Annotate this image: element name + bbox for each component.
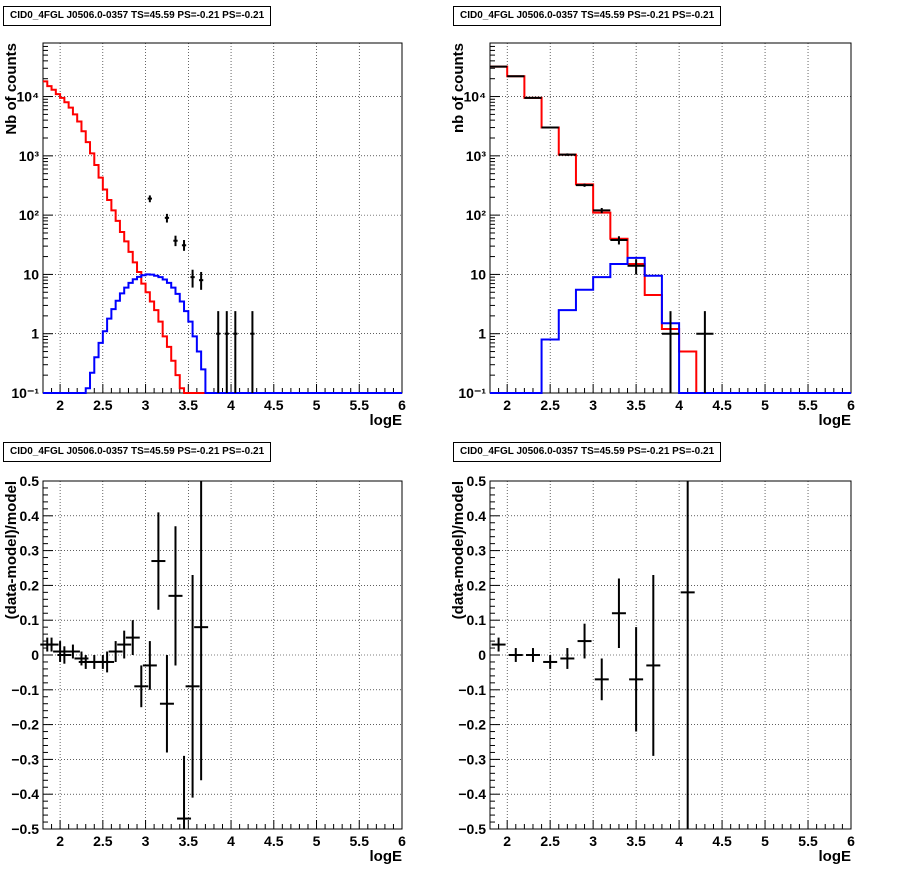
chart-1-x-tick-label: 4.5 [264,397,284,413]
chart-2-x-tick-label: 2.5 [540,397,560,413]
chart-2-x-axis-label: logE [819,412,852,429]
chart-3-y-tick-label: 0.4 [20,508,40,524]
chart-3-x-tick-label: 2.5 [93,833,113,849]
chart-1-series-2-line [43,273,402,394]
chart-2-y-tick-label: 1 [478,326,486,342]
chart-3-y-tick-label: 0.2 [20,577,40,593]
chart-4-y-tick-label: 0.5 [467,473,487,489]
chart-1-y-tick-label: 1 [31,326,39,342]
chart-3-x-tick-label: 5.5 [350,833,370,849]
chart-3-x-tick-label: 2 [56,833,64,849]
chart-1-y-tick-label: 10³ [19,148,40,164]
chart-2-y-tick-label: 10 [470,266,486,282]
chart-2-x-tick-label: 5.5 [798,397,818,413]
chart-1-x-tick-label: 2 [56,397,64,413]
chart-2-series-2-line [490,256,851,394]
chart-3-x-tick-label: 4 [227,833,235,849]
chart-2-y-tick-label: 10² [466,207,487,223]
chart-3-y-tick-label: −0.4 [11,786,39,802]
chart-3-y-tick-label: 0.3 [20,543,40,559]
chart-1-x-axis-label: logE [370,412,403,429]
chart-2-y-tick-label: 10⁻¹ [458,385,486,401]
chart-4-y-tick-label: 0.2 [467,577,487,593]
chart-1-series-1-line [43,80,402,394]
chart-4-x-axis-label: logE [819,848,852,865]
chart-4-x-tick-label: 3.5 [626,833,646,849]
chart-1-frame [42,42,403,394]
chart-1-y-tick-label: 10 [23,266,39,282]
chart-2-x-tick-label: 4 [675,397,683,413]
chart-3-y-tick-label: 0 [31,647,39,663]
chart-3-frame [42,480,403,830]
chart-1-x-tick-label: 2.5 [93,397,113,413]
chart-4-x-tick-label: 5.5 [798,833,818,849]
chart-3-title: CID0_4FGL J0506.0-0357 TS=45.59 PS=-0.21… [3,442,272,462]
chart-3-y-tick-label: 0.1 [20,612,40,628]
chart-3-x-tick-label: 5 [313,833,321,849]
chart-4-y-tick-label: 0.4 [467,508,487,524]
chart-3-y-tick-label: −0.5 [11,821,39,837]
chart-3-y-tick-label: −0.3 [11,751,39,767]
chart-3-y-tick-label: −0.1 [11,682,39,698]
chart-3-y-tick-label: −0.2 [11,717,39,733]
chart-4-y-tick-label: −0.2 [458,717,486,733]
chart-3-x-tick-label: 6 [398,833,406,849]
chart-1-y-axis-label: Nb of counts [3,43,20,135]
chart-2-x-tick-label: 3 [589,397,597,413]
chart-1-x-tick-label: 5 [313,397,321,413]
chart-4-y-tick-label: −0.4 [458,786,486,802]
chart-2-y-axis-label: nb of counts [450,43,467,133]
chart-4-x-tick-label: 6 [847,833,855,849]
chart-1-x-tick-label: 6 [398,397,406,413]
chart-3-y-axis-label: (data-model)/model [3,481,20,619]
chart-2-x-tick-label: 2 [503,397,511,413]
chart-1-title: CID0_4FGL J0506.0-0357 TS=45.59 PS=-0.21… [3,6,272,26]
chart-4-y-tick-label: −0.1 [458,682,486,698]
chart-2-y-tick-label: 10³ [466,148,487,164]
chart-1-y-tick-label: 10⁻¹ [11,385,39,401]
chart-3-x-axis-label: logE [370,848,403,865]
chart-1-y-tick-label: 10⁴ [17,89,40,105]
chart-4-y-tick-label: 0 [478,647,486,663]
chart-3-y-tick-label: 0.5 [20,473,40,489]
chart-3-x-tick-label: 3 [142,833,150,849]
chart-2-title: CID0_4FGL J0506.0-0357 TS=45.59 PS=-0.21… [453,6,722,26]
chart-2-x-tick-label: 6 [847,397,855,413]
chart-2-x-tick-label: 5 [761,397,769,413]
chart-4-x-tick-label: 3 [589,833,597,849]
chart-4-x-tick-label: 2 [503,833,511,849]
chart-1-x-tick-label: 3.5 [179,397,199,413]
chart-1-y-tick-label: 10² [19,207,40,223]
chart-4-x-tick-label: 4 [675,833,683,849]
chart-4-x-tick-label: 4.5 [712,833,732,849]
chart-2-x-tick-label: 4.5 [712,397,732,413]
chart-2-y-tick-label: 10⁴ [464,89,487,105]
chart-4-x-tick-label: 5 [761,833,769,849]
chart-3-x-tick-label: 4.5 [264,833,284,849]
chart-1-x-tick-label: 4 [227,397,235,413]
chart-1-x-tick-label: 5.5 [350,397,370,413]
chart-4-y-tick-label: 0.3 [467,543,487,559]
chart-4-y-tick-label: −0.5 [458,821,486,837]
chart-4-y-axis-label: (data-model)/model [450,481,467,619]
chart-4-title: CID0_4FGL J0506.0-0357 TS=45.59 PS=-0.21… [453,442,722,462]
chart-3-x-tick-label: 3.5 [179,833,199,849]
chart-2-x-tick-label: 3.5 [626,397,646,413]
chart-4-x-tick-label: 2.5 [540,833,560,849]
chart-1-x-tick-label: 3 [142,397,150,413]
chart-4-y-tick-label: 0.1 [467,612,487,628]
chart-4-y-tick-label: −0.3 [458,751,486,767]
